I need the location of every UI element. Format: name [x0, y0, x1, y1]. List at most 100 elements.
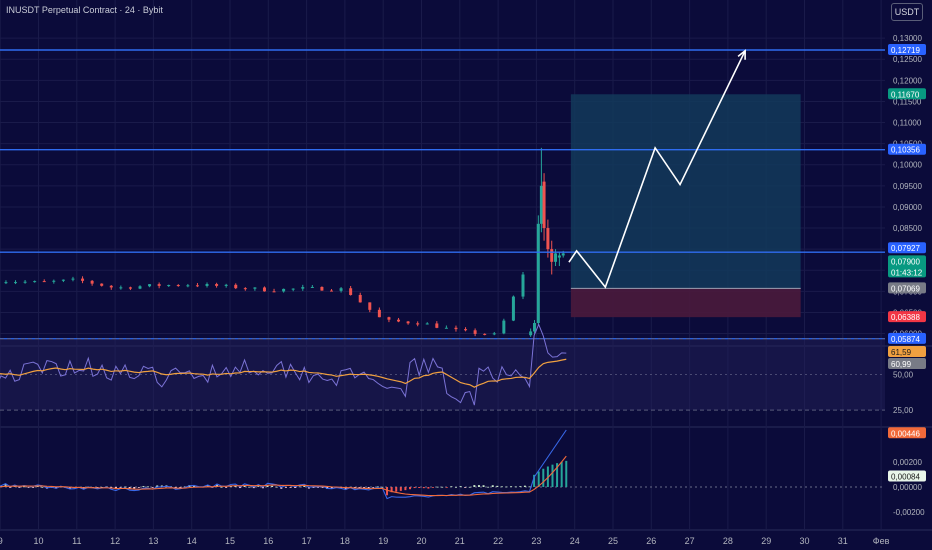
macd-histogram-bar: [565, 460, 568, 487]
macd-histogram-bar: [542, 468, 545, 487]
macd-histogram-bar: [381, 486, 384, 488]
rsi-line: [0, 323, 567, 406]
projected-path-line: [568, 50, 746, 289]
macd-histogram-bar: [128, 487, 131, 489]
candle-body: [406, 321, 410, 324]
macd-histogram-bar: [252, 487, 255, 489]
time-tick-label: 30: [799, 536, 809, 546]
price-label-text: 0,06388: [891, 313, 920, 322]
price-label-text: 0,07900: [891, 257, 920, 266]
macd-histogram-bar: [330, 487, 333, 489]
candle-body: [282, 288, 286, 292]
macd-histogram-bar: [234, 485, 237, 487]
macd-histogram-bar: [477, 485, 480, 487]
macd-histogram-bar: [427, 487, 430, 489]
candle-body: [536, 223, 540, 323]
candle-body: [320, 286, 324, 291]
time-tick-label: 29: [761, 536, 771, 546]
time-tick-label: 16: [263, 536, 273, 546]
macd-histogram-bar: [514, 486, 517, 488]
currency-button[interactable]: USDT: [891, 3, 923, 21]
price-label-text: 60,99: [891, 360, 912, 369]
price-tick-label: 0,09500: [893, 182, 922, 191]
price-tick-label: 0,12000: [893, 76, 922, 85]
candle-body: [377, 309, 381, 318]
candle-body: [561, 253, 565, 256]
candle-body: [397, 319, 401, 322]
macd-histogram-bar: [18, 487, 21, 488]
rsi-tick-label: 50,00: [893, 371, 914, 380]
price-tick-label: 0,10000: [893, 161, 922, 170]
macd-histogram-bar: [179, 487, 182, 488]
time-tick-label: 31: [838, 536, 848, 546]
macd-histogram-bar: [450, 486, 453, 488]
candle-body: [186, 285, 190, 287]
candle-body: [195, 285, 199, 287]
price-label-text: 0,07069: [891, 284, 920, 293]
time-tick-label: 17: [302, 536, 312, 546]
macd-histogram-bar: [395, 487, 398, 492]
price-label-badge: [888, 311, 926, 323]
macd-histogram-bar: [487, 486, 490, 488]
macd-histogram-bar: [243, 485, 246, 487]
candle-body: [176, 285, 180, 287]
price-label-badge: [888, 282, 926, 294]
candle-body: [532, 322, 536, 332]
time-tick-label: 24: [570, 536, 580, 546]
candle-body: [529, 331, 533, 336]
macd-histogram-bar: [454, 486, 457, 488]
countdown-text: 01:43:12: [891, 268, 923, 277]
price-label-badge: [888, 358, 926, 370]
macd-histogram-bar: [422, 487, 425, 489]
macd-histogram-bar: [496, 485, 499, 487]
time-tick-label: 10: [33, 536, 43, 546]
macd-histogram-bar: [225, 487, 228, 488]
price-label-text: 0,12719: [891, 46, 920, 55]
macd-histogram-bar: [523, 485, 526, 487]
macd-histogram-bar: [298, 486, 301, 488]
time-tick-label: 28: [723, 536, 733, 546]
rsi-band-fill: [0, 339, 885, 410]
macd-histogram-bar: [409, 487, 412, 490]
candle-body: [61, 279, 65, 281]
candle-body: [492, 333, 496, 335]
price-label-text: 61,59: [891, 348, 912, 357]
time-tick-label: 18: [340, 536, 350, 546]
candle-body: [550, 249, 554, 262]
macd-histogram-bar: [284, 487, 287, 488]
macd-histogram-bar: [183, 486, 186, 488]
candle-body: [4, 282, 8, 284]
macd-histogram-bar: [27, 487, 30, 488]
macd-histogram-bar: [137, 487, 140, 488]
price-label-badge: [888, 470, 926, 482]
macd-histogram-bar: [473, 485, 476, 487]
macd-histogram-bar: [537, 471, 540, 487]
macd-tick-label: 0,00000: [893, 483, 922, 492]
macd-histogram-bar: [321, 487, 324, 488]
macd-histogram-bar: [192, 485, 195, 487]
macd-histogram-bar: [142, 486, 145, 487]
time-tick-label: 20: [416, 536, 426, 546]
macd-tick-label: 0,00200: [893, 458, 922, 467]
macd-histogram-bar: [275, 486, 278, 488]
time-tick-label: 22: [493, 536, 503, 546]
candle-body: [435, 323, 439, 328]
macd-histogram-bar: [271, 485, 274, 487]
macd-histogram-bar: [9, 487, 12, 488]
macd-histogram-bar: [367, 487, 370, 489]
macd-histogram-bar: [248, 486, 251, 488]
candle-body: [215, 284, 219, 286]
candle-body: [14, 282, 18, 284]
candle-body: [243, 288, 247, 290]
price-label-badge: [888, 242, 926, 254]
macd-histogram-bar: [441, 486, 444, 488]
macd-histogram-bar: [468, 486, 471, 488]
candle-body: [119, 287, 123, 289]
price-tick-label: 0,12500: [893, 55, 922, 64]
candle-body: [291, 288, 295, 290]
macd-histogram-bar: [551, 464, 554, 487]
time-tick-label: 15: [225, 536, 235, 546]
projected-path-arrowhead: [737, 49, 746, 60]
macd-histogram-bar: [124, 486, 127, 488]
